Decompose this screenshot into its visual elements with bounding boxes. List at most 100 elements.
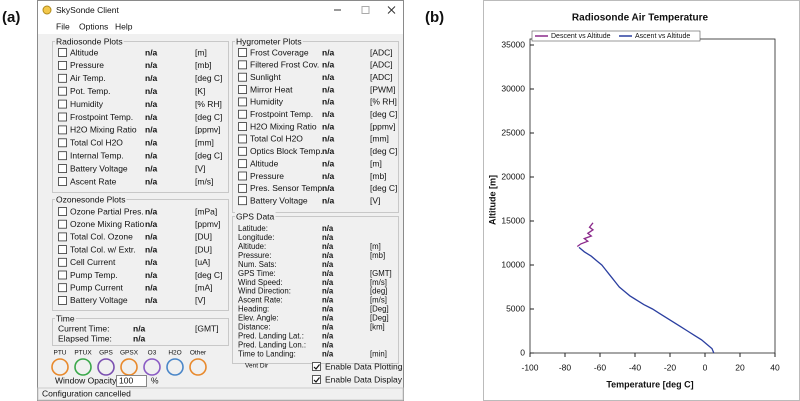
row-unit: [deg]	[370, 287, 387, 296]
row-unit: [deg C]	[195, 112, 222, 122]
row-value: n/a	[322, 269, 334, 278]
row-unit: [deg C]	[370, 109, 397, 119]
row-label: Pump Temp.	[70, 270, 118, 280]
row-value: n/a	[322, 251, 334, 260]
indicator-label: H2O	[168, 350, 181, 357]
checkbox[interactable]	[58, 164, 67, 174]
checkbox[interactable]	[58, 219, 67, 229]
indicator-label: PTUX	[74, 350, 92, 357]
row-label: Altitude:	[238, 242, 266, 251]
row-unit: [m]	[195, 47, 207, 57]
menu-item[interactable]: Help	[115, 21, 133, 31]
row-label: Pred. Landing Lat.:	[238, 331, 304, 340]
menu-bar	[38, 20, 403, 34]
row-value: n/a	[322, 134, 335, 144]
checkbox[interactable]	[58, 245, 67, 255]
checkbox[interactable]	[238, 85, 247, 94]
row-label: Elapsed Time:	[58, 333, 112, 343]
row-value: n/a	[145, 244, 158, 254]
opacity-input[interactable]	[116, 375, 147, 387]
checkbox[interactable]	[58, 125, 67, 135]
checkbox[interactable]	[58, 73, 67, 83]
row-value: n/a	[145, 163, 158, 173]
checkbox[interactable]	[238, 159, 247, 169]
row-value: n/a	[322, 47, 335, 57]
checkbox[interactable]	[238, 122, 247, 131]
y-tick-label: 5000	[506, 303, 525, 313]
row-unit: [GMT]	[370, 269, 392, 278]
checkbox[interactable]	[238, 48, 247, 57]
row-unit: [uA]	[195, 257, 210, 267]
row-unit: [deg C]	[195, 73, 222, 83]
checkbox-label: Enable Data Plotting	[325, 361, 403, 371]
checkbox[interactable]	[238, 171, 247, 181]
row-value: n/a	[145, 60, 158, 70]
checkbox[interactable]	[238, 183, 247, 193]
checkbox[interactable]	[238, 60, 247, 70]
row-unit: [ADC]	[370, 47, 393, 57]
y-tick-label: 10000	[501, 259, 525, 269]
checkbox[interactable]	[238, 109, 247, 119]
indicator-label: GPS	[99, 350, 113, 357]
row-label: Internal Temp.	[70, 150, 124, 160]
row-unit: [mb]	[370, 251, 385, 260]
row-value: n/a	[322, 305, 334, 314]
row-label: Pressure	[250, 171, 284, 181]
checkbox[interactable]	[58, 177, 67, 186]
checkbox[interactable]	[58, 99, 67, 109]
row-value: n/a	[322, 260, 334, 269]
group-box	[52, 318, 229, 346]
row-value: n/a	[322, 72, 335, 82]
maximize-button[interactable]	[361, 6, 370, 14]
checkbox[interactable]	[238, 97, 247, 107]
row-label: Humidity	[70, 99, 104, 109]
checkbox[interactable]	[58, 232, 67, 242]
row-label: Distance:	[238, 323, 271, 332]
checkbox[interactable]	[58, 112, 67, 122]
checkbox[interactable]	[58, 61, 67, 70]
checkbox[interactable]	[58, 207, 67, 216]
row-value: n/a	[322, 146, 335, 156]
row-value: n/a	[145, 138, 158, 148]
row-value: n/a	[145, 86, 158, 96]
checkbox[interactable]	[238, 72, 247, 82]
menu-item[interactable]: Options	[79, 21, 108, 31]
checkbox[interactable]	[312, 375, 321, 384]
title-bar	[38, 1, 403, 20]
row-unit: [ADC]	[370, 72, 393, 82]
row-unit: [V]	[195, 163, 205, 173]
checkbox[interactable]	[312, 362, 321, 371]
row-label: Battery Voltage	[70, 163, 128, 173]
x-tick-label: 40	[770, 362, 780, 372]
row-value: n/a	[322, 195, 335, 205]
row-label: Frostpoint Temp.	[70, 112, 133, 122]
checkbox[interactable]	[58, 270, 67, 280]
close-button[interactable]	[387, 6, 396, 14]
checkbox[interactable]	[58, 257, 67, 267]
row-unit: [ppmv]	[370, 121, 396, 131]
row-label: Heading:	[238, 305, 269, 314]
checkmark	[313, 377, 320, 383]
row-label: Current Time:	[58, 323, 110, 333]
checkbox[interactable]	[58, 86, 67, 96]
checkbox[interactable]	[238, 134, 247, 144]
checkbox[interactable]	[58, 48, 67, 57]
checkbox[interactable]	[238, 146, 247, 156]
menu-item[interactable]: File	[56, 21, 70, 31]
row-unit: [DU]	[195, 244, 212, 254]
row-unit: [mb]	[195, 60, 212, 70]
group-title-bg	[55, 36, 124, 47]
x-tick-label: -100	[521, 362, 538, 372]
row-label: Pressure	[70, 60, 104, 70]
row-value: n/a	[322, 278, 334, 287]
checkbox[interactable]	[58, 283, 67, 293]
y-axis-title: Altitude [m]	[487, 175, 497, 225]
group-title: Ozonesonde Plots	[56, 194, 125, 204]
indicator-label: Other	[190, 350, 207, 357]
checkbox[interactable]	[58, 151, 67, 161]
row-label: Filtered Frost Cov.	[250, 60, 319, 70]
checkbox[interactable]	[58, 138, 67, 148]
checkbox[interactable]	[238, 196, 247, 206]
checkbox[interactable]	[58, 295, 67, 305]
